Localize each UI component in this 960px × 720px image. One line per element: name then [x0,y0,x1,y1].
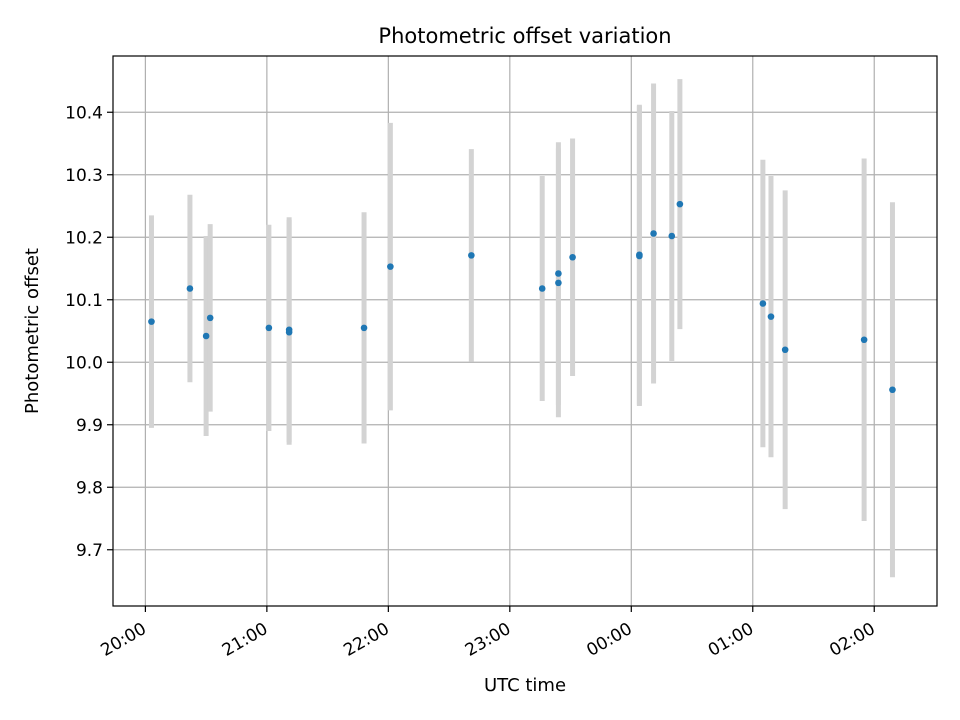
y-tick-label: 10.4 [65,103,103,123]
y-tick-label: 10.3 [65,166,103,186]
y-tick-label: 9.7 [76,541,103,561]
y-tick-label: 10.2 [65,228,103,248]
y-axis-label: Photometric offset [22,248,43,414]
data-point [759,300,767,307]
data-point [767,313,775,320]
data-point [468,252,475,259]
data-point [555,279,562,287]
data-point [889,386,896,394]
data-point [360,324,368,332]
data-point [186,285,194,292]
y-tick-label: 10.0 [65,353,103,373]
x-axis-label: UTC time [484,675,566,696]
data-point [781,346,789,354]
data-point [668,232,676,240]
y-tick-label: 10.1 [65,291,103,311]
chart-title: Photometric offset variation [378,24,671,48]
data-point [538,285,546,292]
data-point [555,270,562,277]
data-point [569,253,576,261]
y-tick-label: 9.8 [76,478,103,498]
data-point [676,200,684,208]
data-point [265,324,273,332]
data-point [285,328,293,336]
data-points [148,200,896,394]
data-point [202,332,210,340]
grid-lines [113,56,937,606]
y-tick-label: 9.9 [76,416,103,436]
data-point [860,336,868,344]
plot-area-frame [112,55,938,607]
data-point [387,263,394,270]
data-point [148,318,155,325]
data-point [206,314,214,322]
data-point [650,230,657,237]
data-point [636,251,643,259]
